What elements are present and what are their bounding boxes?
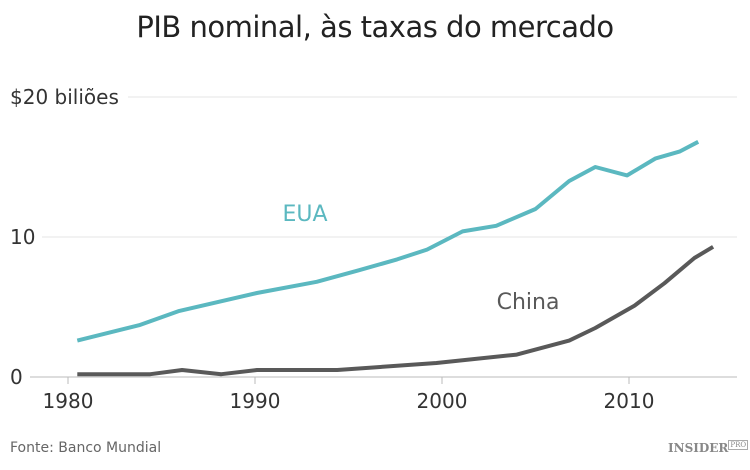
y-tick-label: 0 — [10, 365, 23, 389]
logo-main: INSIDER — [668, 441, 729, 455]
series-label-eua: EUA — [282, 202, 327, 227]
series-label-china: China — [497, 290, 560, 315]
x-tick-label: 1990 — [230, 389, 281, 413]
insider-pro-logo: INSIDER PRO — [668, 440, 749, 455]
x-tick-label: 2000 — [417, 389, 468, 413]
x-tick-label: 1980 — [43, 389, 94, 413]
line-chart: 0 10 $20 biliões 1980 1990 2000 2010 EUA China — [10, 85, 737, 413]
series-line-eua — [76, 140, 700, 343]
x-tick-label: 2010 — [604, 389, 655, 413]
logo-sub: PRO — [728, 440, 749, 450]
y-tick-label: $20 biliões — [10, 85, 119, 109]
chart-title: PIB nominal, às taxas do mercado — [136, 10, 614, 44]
y-tick-label: 10 — [10, 225, 35, 249]
source-note: Fonte: Banco Mundial — [10, 440, 162, 456]
series-line-china — [77, 245, 715, 377]
